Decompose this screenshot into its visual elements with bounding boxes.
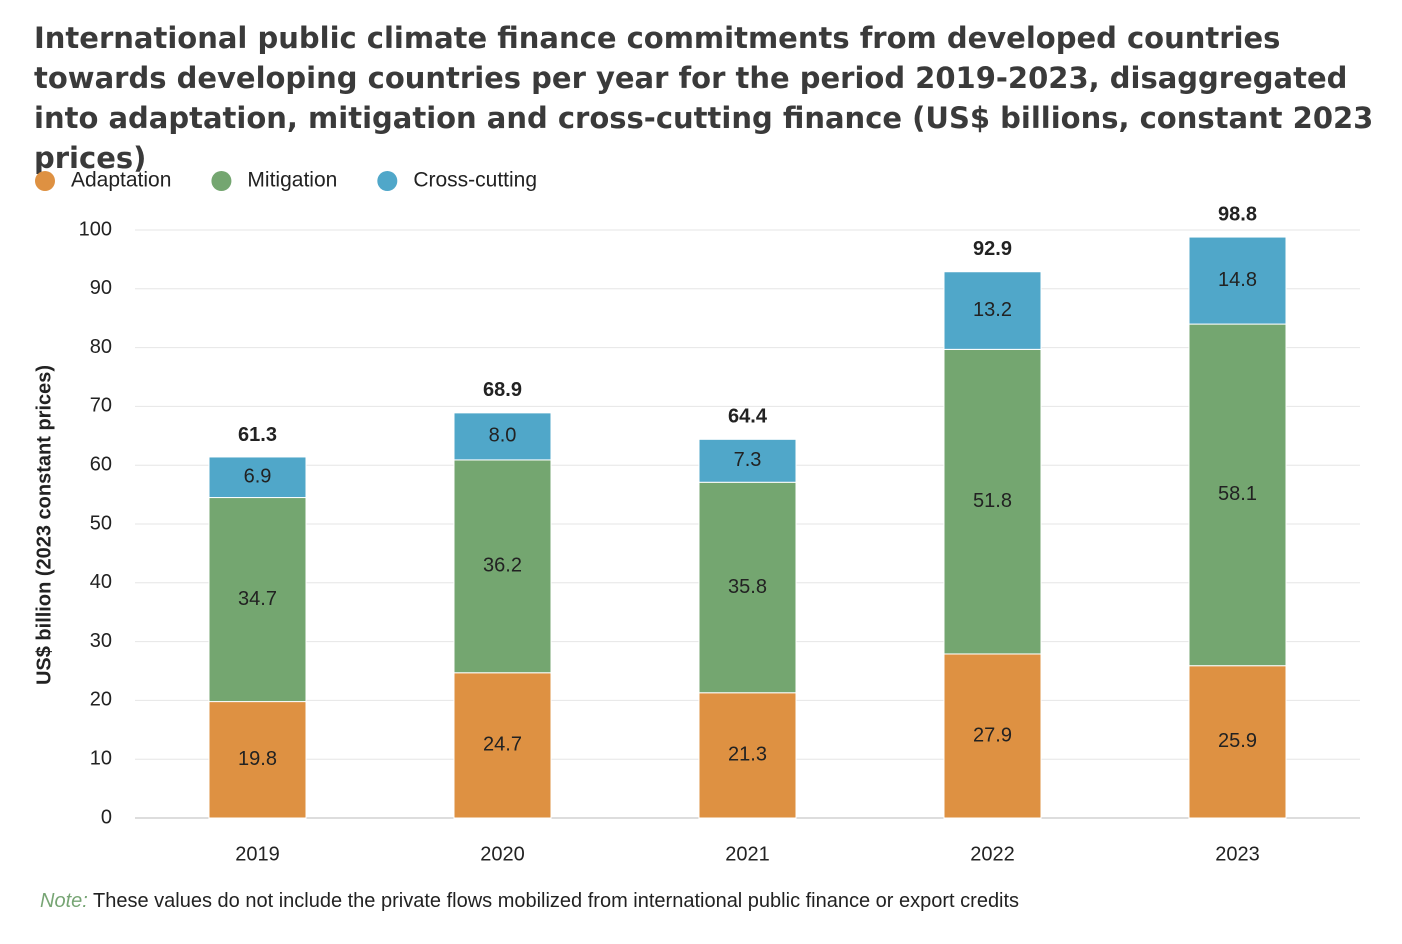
x-tick-label: 2020	[480, 843, 525, 865]
x-tick-label: 2022	[970, 843, 1015, 865]
y-tick-label: 40	[90, 571, 112, 593]
value-label: 36.2	[483, 555, 522, 577]
value-label: 51.8	[973, 490, 1012, 512]
bar-segment	[453, 412, 552, 461]
legend-label: Cross-cutting	[413, 169, 537, 192]
y-tick-label: 10	[90, 747, 112, 769]
x-tick-label: 2021	[725, 843, 770, 865]
bar-segment	[698, 692, 797, 819]
value-label: 7.3	[734, 449, 762, 471]
y-tick-label: 90	[90, 277, 112, 299]
chart-title: International public climate finance com…	[34, 21, 1374, 175]
y-axis-label: US$ billion (2023 constant prices)	[33, 365, 55, 685]
value-label: 19.8	[238, 748, 277, 770]
bar-segment	[453, 672, 552, 819]
total-label: 98.8	[1218, 203, 1257, 225]
bar-segment	[943, 271, 1042, 350]
note-label: Note:	[40, 890, 88, 912]
note-text: These values do not include the private …	[93, 890, 1020, 912]
value-label: 58.1	[1218, 483, 1257, 505]
bar-segment	[1188, 665, 1287, 819]
value-label: 24.7	[483, 734, 522, 756]
total-label: 92.9	[973, 238, 1012, 260]
note: Note: These values do not include the pr…	[40, 890, 1019, 913]
legend-label: Mitigation	[247, 169, 337, 192]
bar-segment	[943, 653, 1042, 819]
bar-segment	[698, 438, 797, 483]
y-tick-label: 60	[90, 453, 112, 475]
total-label: 61.3	[238, 424, 277, 446]
legend-marker	[377, 171, 398, 191]
value-label: 34.7	[238, 588, 277, 610]
value-label: 27.9	[973, 724, 1012, 746]
y-tick-label: 100	[79, 218, 112, 240]
bar-segment	[208, 456, 307, 499]
value-label: 14.8	[1218, 269, 1257, 291]
bar-segment	[453, 459, 552, 674]
legend-label: Adaptation	[71, 169, 171, 192]
total-label: 68.9	[483, 379, 522, 401]
value-label: 6.9	[244, 466, 272, 488]
x-tick-label: 2019	[235, 843, 280, 865]
legend-marker	[35, 171, 55, 191]
y-tick-label: 80	[90, 336, 112, 358]
legend-marker	[211, 171, 232, 191]
value-label: 8.0	[489, 425, 517, 447]
bar-segment	[1188, 323, 1287, 667]
bar-segment	[208, 701, 307, 819]
bar-segment	[1188, 236, 1287, 325]
y-tick-label: 70	[90, 395, 112, 417]
value-label: 13.2	[973, 299, 1012, 321]
total-label: 64.4	[728, 406, 768, 428]
bar-segment	[698, 481, 797, 694]
y-tick-label: 0	[101, 806, 112, 828]
y-tick-label: 30	[90, 630, 112, 652]
value-label: 35.8	[728, 576, 767, 598]
x-tick-label: 2023	[1215, 843, 1260, 865]
y-tick-label: 20	[90, 689, 112, 711]
value-label: 21.3	[728, 744, 767, 766]
y-tick-label: 50	[90, 512, 112, 534]
bar-segment	[208, 497, 307, 703]
value-label: 25.9	[1218, 730, 1257, 752]
